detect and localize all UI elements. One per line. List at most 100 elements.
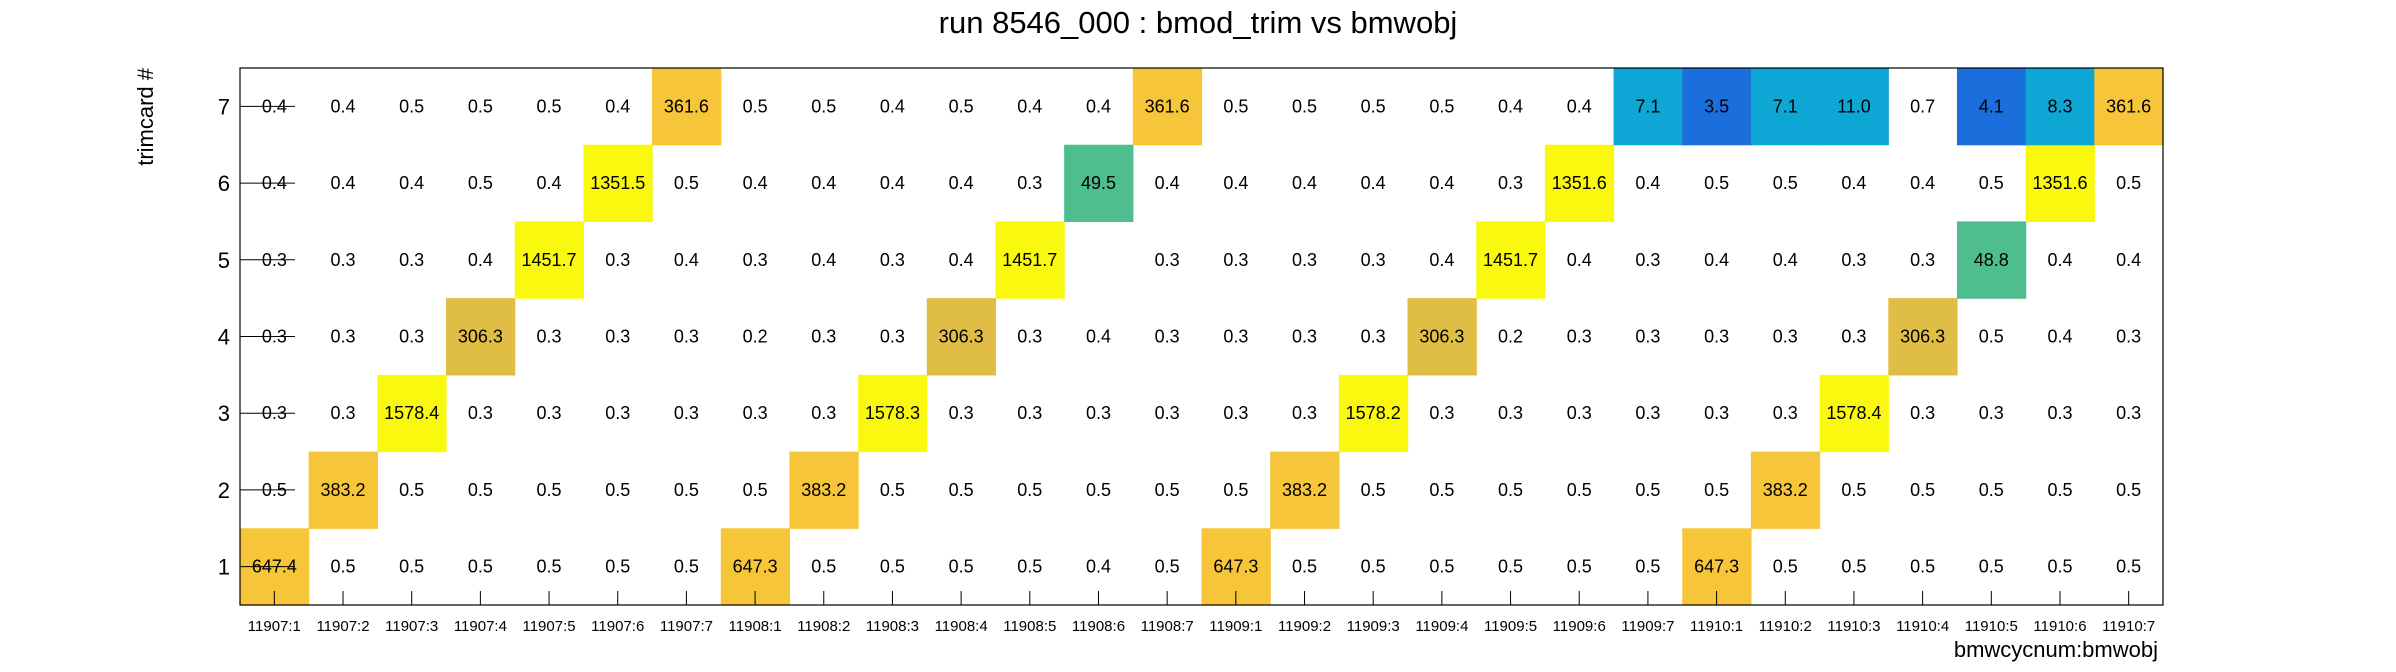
cell-value-label: 1451.7 xyxy=(1002,250,1057,270)
cell-value-label: 0.3 xyxy=(1223,403,1248,423)
cell-value-label: 8.3 xyxy=(2047,96,2072,116)
cell-value-label: 0.5 xyxy=(2047,480,2072,500)
cell-value-label: 0.5 xyxy=(743,480,768,500)
heatmap-cell xyxy=(1407,298,1477,376)
cell-value-label: 0.3 xyxy=(743,250,768,270)
x-tick-label: 11907:7 xyxy=(660,618,713,635)
x-tick-label: 11910:7 xyxy=(2102,618,2155,635)
cell-value-label: 0.3 xyxy=(1017,173,1042,193)
cell-value-label: 0.5 xyxy=(2047,557,2072,577)
y-tick-label: 6 xyxy=(218,171,230,196)
heatmap-cell xyxy=(926,298,997,376)
cell-value-label: 0.5 xyxy=(1429,480,1454,500)
x-tick-label: 11909:7 xyxy=(1621,618,1674,635)
cell-value-label: 0.5 xyxy=(399,557,424,577)
cell-value-label: 0.5 xyxy=(468,96,493,116)
x-tick-label: 11909:2 xyxy=(1278,618,1331,635)
cell-value-label: 0.3 xyxy=(674,403,699,423)
cell-value-label: 306.3 xyxy=(458,327,503,347)
heatmap-cell xyxy=(446,298,516,376)
heatmap-cells xyxy=(240,68,2164,606)
cell-value-label: 0.3 xyxy=(537,403,562,423)
cell-value-label: 0.4 xyxy=(1567,250,1592,270)
cell-value-label: 0.3 xyxy=(605,403,630,423)
cell-value-label: 0.3 xyxy=(1567,327,1592,347)
cell-value-label: 0.3 xyxy=(1086,403,1111,423)
heatmap-cell xyxy=(1956,68,2027,146)
cell-value-label: 0.3 xyxy=(2047,403,2072,423)
cell-value-label: 361.6 xyxy=(2106,96,2151,116)
cell-value-label: 0.4 xyxy=(674,250,699,270)
cell-value-label: 0.5 xyxy=(949,480,974,500)
cell-value-label: 0.4 xyxy=(1361,173,1386,193)
x-tick-label: 11908:3 xyxy=(866,618,919,635)
cell-value-label: 0.5 xyxy=(605,557,630,577)
cell-value-label: 0.5 xyxy=(1979,173,2004,193)
x-axis-label: bmwcycnum:bmwobj xyxy=(1954,637,2158,662)
cell-value-label: 0.5 xyxy=(1567,480,1592,500)
cell-value-label: 0.4 xyxy=(1017,96,1042,116)
x-tick-label: 11909:4 xyxy=(1415,618,1468,635)
cell-value-label: 0.5 xyxy=(674,173,699,193)
cell-value-label: 0.7 xyxy=(1910,96,1935,116)
cell-value-label: 0.5 xyxy=(743,96,768,116)
cell-value-label: 0.4 xyxy=(1086,327,1111,347)
cell-value-label: 1578.3 xyxy=(865,403,920,423)
cell-value-label: 0.3 xyxy=(1223,250,1248,270)
x-tick-label: 11907:5 xyxy=(522,618,575,635)
cell-value-label: 0.5 xyxy=(537,557,562,577)
cell-value-label: 1351.5 xyxy=(590,173,645,193)
cell-value-label: 0.5 xyxy=(1361,557,1386,577)
cell-value-label: 0.2 xyxy=(743,327,768,347)
cell-value-label: 0.5 xyxy=(1086,480,1111,500)
cell-value-label: 0.3 xyxy=(880,250,905,270)
x-tick-label: 11907:4 xyxy=(454,618,507,635)
cell-value-label: 0.4 xyxy=(1429,250,1454,270)
cell-value-label: 0.4 xyxy=(605,96,630,116)
heatmap-cell-labels: 647.4 0.5 0.5 0.5 0.5 0.5 0.5 647.3 0.5 0.5 0.5 0.5… xyxy=(252,96,2151,576)
cell-value-label: 0.3 xyxy=(1635,327,1660,347)
y-tick-label: 4 xyxy=(218,325,230,350)
cell-value-label: 1578.2 xyxy=(1346,403,1401,423)
heatmap-cell xyxy=(789,451,859,529)
cell-value-label: 4.1 xyxy=(1979,96,2004,116)
heatmap-cell xyxy=(2025,68,2095,146)
cell-value-label: 361.6 xyxy=(664,96,709,116)
cell-value-label: 0.3 xyxy=(1704,403,1729,423)
cell-value-label: 0.3 xyxy=(1017,403,1042,423)
cell-value-label: 7.1 xyxy=(1635,96,1660,116)
cell-value-label: 0.4 xyxy=(2116,250,2141,270)
y-tick-label: 1 xyxy=(218,555,230,580)
cell-value-label: 0.4 xyxy=(331,96,356,116)
cell-value-label: 0.4 xyxy=(949,250,974,270)
heatmap-cell xyxy=(1132,68,1203,146)
cell-value-label: 0.3 xyxy=(468,403,493,423)
x-tick-label: 11908:4 xyxy=(935,618,988,635)
cell-value-label: 0.5 xyxy=(1017,480,1042,500)
cell-value-label: 0.5 xyxy=(605,480,630,500)
heatmap-cell xyxy=(1064,144,1134,223)
cell-value-label: 0.5 xyxy=(399,480,424,500)
cell-value-label: 0.3 xyxy=(880,327,905,347)
cell-value-label: 11.0 xyxy=(1837,96,1871,116)
cell-value-label: 0.4 xyxy=(1910,173,1935,193)
x-tick-label: 11910:2 xyxy=(1759,618,1812,635)
cell-value-label: 0.4 xyxy=(2047,327,2072,347)
cell-value-label: 0.4 xyxy=(1498,96,1523,116)
cell-value-label: 1451.7 xyxy=(522,250,577,270)
x-tick-label: 11910:6 xyxy=(2033,618,2086,635)
plot-frame xyxy=(239,67,2164,606)
cell-value-label: 0.5 xyxy=(468,173,493,193)
cell-value-label: 0.5 xyxy=(1773,173,1798,193)
cell-value-label: 0.5 xyxy=(399,96,424,116)
y-tick-label: 7 xyxy=(218,94,230,119)
x-tick-label: 11910:1 xyxy=(1690,618,1743,635)
cell-value-label: 0.5 xyxy=(674,557,699,577)
cell-value-label: 0.5 xyxy=(880,557,905,577)
cell-value-label: 0.5 xyxy=(949,557,974,577)
cell-value-label: 0.5 xyxy=(1841,557,1866,577)
cell-value-label: 0.3 xyxy=(949,403,974,423)
cell-value-label: 0.4 xyxy=(811,250,836,270)
cell-value-label: 0.5 xyxy=(1498,557,1523,577)
